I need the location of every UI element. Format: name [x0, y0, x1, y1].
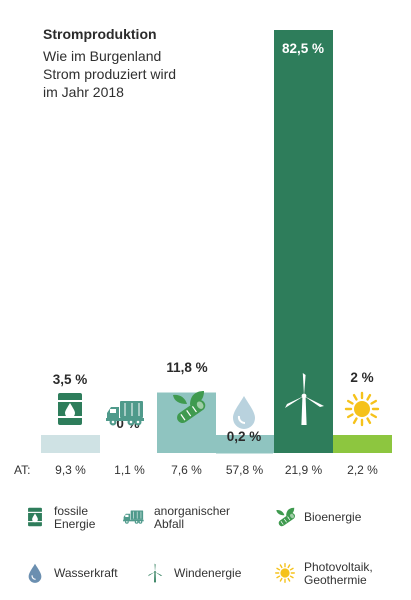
at-value-4: 21,9 %	[285, 463, 323, 477]
legend-item-5: Photovoltaik, Geothermie	[272, 560, 373, 587]
sun-icon	[275, 563, 295, 583]
at-value-3: 57,8 %	[226, 463, 264, 477]
legend-item-0: fossile Energie	[22, 504, 95, 531]
chart-title: Stromproduktion	[43, 26, 157, 42]
garbage-truck-icon	[123, 510, 144, 524]
legend-item-4: Windenergie	[142, 560, 241, 586]
bar-4	[274, 30, 333, 453]
oil-barrel-icon	[27, 507, 43, 527]
garbage-truck-icon	[106, 401, 144, 426]
legend-item-2: Bioenergie	[272, 504, 361, 530]
at-value-5: 2,2 %	[347, 463, 378, 477]
value-label-4: 82,5 %	[282, 41, 324, 56]
biomass-leaf-icon	[173, 391, 206, 424]
legend-item-3: Wasserkraft	[22, 560, 118, 586]
garbage-truck-icon	[123, 510, 144, 524]
value-label-5: 2 %	[350, 370, 373, 385]
oil-barrel-icon	[57, 393, 83, 425]
value-label-2: 11,8 %	[166, 360, 207, 375]
wind-turbine-icon	[148, 563, 163, 583]
legend-label-5: Photovoltaik, Geothermie	[304, 560, 373, 587]
value-label-0: 3,5 %	[53, 372, 88, 387]
water-drop-icon	[28, 563, 42, 583]
bar-3	[215, 435, 274, 453]
bar-5	[333, 435, 392, 453]
biomass-leaf-icon	[276, 507, 295, 527]
bar-2	[157, 392, 216, 453]
legend-label-4: Windenergie	[174, 566, 242, 580]
legend-label-0: fossile Energie	[54, 504, 96, 531]
wind-turbine-icon	[148, 563, 163, 583]
bar-0	[41, 435, 100, 453]
sun-icon	[344, 391, 380, 427]
wind-turbine-icon	[285, 373, 324, 425]
legend-label-3: Wasserkraft	[54, 566, 118, 580]
value-label-3: 0,2 %	[227, 429, 262, 444]
legend-label-2: Bioenergie	[304, 510, 362, 524]
legend-label-1: anorganischer Abfall	[154, 504, 231, 531]
biomass-leaf-icon	[276, 507, 295, 527]
oil-barrel-icon	[27, 507, 43, 527]
water-drop-icon	[233, 396, 255, 429]
at-value-0: 9,3 %	[55, 463, 86, 477]
chart-subtitle: Wie im Burgenland Strom produziert wird …	[43, 48, 177, 100]
bar-chart: 3,5 %0 %11,8 %0,2 %82,5 %2 %AT:9,3 %1,1 …	[14, 30, 392, 477]
legend-item-1: anorganischer Abfall	[122, 504, 230, 531]
sun-icon	[275, 563, 295, 583]
at-label: AT:	[14, 463, 30, 477]
water-drop-icon	[28, 563, 42, 583]
at-value-1: 1,1 %	[114, 463, 145, 477]
at-value-2: 7,6 %	[171, 463, 202, 477]
